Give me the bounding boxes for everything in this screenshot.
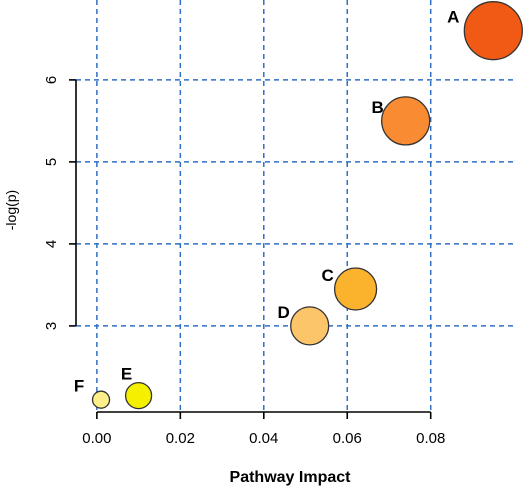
bubble-a	[463, 1, 523, 61]
bubble-c	[333, 267, 378, 311]
bubble-e	[124, 381, 153, 410]
bubble-d	[290, 306, 330, 346]
x-tick-label: 0.04	[249, 430, 278, 447]
x-tick-label: 0.06	[333, 430, 362, 447]
x-tick-label: 0.08	[416, 430, 445, 447]
y-tick-label: 6	[43, 76, 60, 84]
x-tick-label: 0.00	[82, 430, 111, 447]
y-tick-label: 3	[43, 322, 60, 330]
y-axis-title: -log(p)	[3, 190, 19, 230]
point-label-b: B	[372, 98, 384, 117]
point-label-d: D	[278, 303, 290, 322]
grid-lines	[76, 0, 514, 412]
point-label-c: C	[321, 266, 333, 285]
x-axis-title: Pathway Impact	[230, 469, 352, 486]
y-tick-label: 4	[43, 240, 60, 248]
bubble-b	[381, 96, 431, 146]
x-tick-label: 0.02	[166, 430, 195, 447]
tick-labels: 0.00 0.02 0.04 0.06 0.08 3 4 5 6	[43, 76, 445, 447]
y-tick-label: 5	[43, 158, 60, 166]
bubble-f	[91, 390, 111, 409]
point-label-a: A	[447, 8, 459, 27]
point-label-f: F	[74, 377, 84, 396]
point-label-e: E	[121, 365, 132, 384]
data-points: A B C D E F	[74, 1, 523, 410]
